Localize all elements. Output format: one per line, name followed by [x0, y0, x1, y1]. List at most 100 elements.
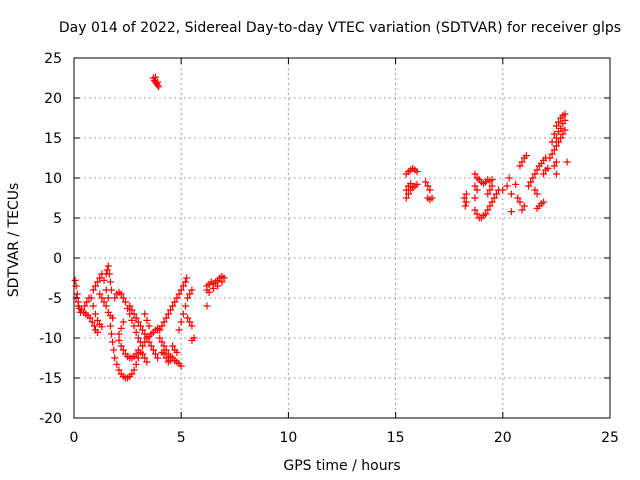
data-point [184, 314, 192, 322]
data-point [143, 334, 151, 342]
data-point [555, 118, 563, 126]
data-point [81, 302, 89, 310]
data-point [190, 334, 198, 342]
data-point [520, 202, 528, 210]
axis-ticks: 0 5 10 15 20 25 -20 -15 -10 -5 0 5 10 15 20 25 [39, 51, 619, 446]
data-points [71, 73, 571, 382]
data-point [90, 322, 98, 330]
x-tick-label: 15 [387, 430, 405, 446]
data-point [175, 326, 183, 334]
data-point [552, 142, 560, 150]
data-point [121, 298, 129, 306]
data-point [552, 134, 560, 142]
data-point [113, 360, 121, 368]
y-tick-label: -5 [48, 291, 62, 307]
data-point [106, 278, 114, 286]
data-point [106, 322, 114, 330]
data-point [546, 154, 554, 162]
data-point [559, 130, 567, 138]
data-point [89, 302, 97, 310]
data-point [96, 274, 104, 282]
y-tick-label: 25 [44, 51, 62, 67]
data-point [143, 358, 151, 366]
data-point [548, 138, 556, 146]
data-point [488, 198, 496, 206]
data-point [460, 194, 468, 202]
data-point [503, 182, 511, 190]
data-point [177, 286, 185, 294]
data-point [490, 194, 498, 202]
data-point [183, 274, 191, 282]
data-point [181, 278, 189, 286]
data-point [117, 324, 125, 332]
data-point [484, 206, 492, 214]
data-point [115, 336, 123, 344]
chart-title: Day 014 of 2022, Sidereal Day-to-day VTE… [59, 20, 621, 36]
data-point [550, 162, 558, 170]
data-point [102, 302, 110, 310]
data-point [529, 174, 537, 182]
data-point [130, 322, 138, 330]
y-axis-label: SDTVAR / TECUs [6, 183, 22, 298]
data-point [552, 158, 560, 166]
data-point [486, 202, 494, 210]
data-point [514, 194, 522, 202]
data-point [74, 302, 82, 310]
data-point [71, 276, 79, 284]
data-point [119, 294, 127, 302]
data-point [522, 152, 530, 160]
data-point [422, 178, 430, 186]
data-point [115, 330, 123, 338]
data-point [531, 186, 539, 194]
data-point [130, 310, 138, 318]
data-point [413, 168, 421, 176]
x-tick-label: 20 [494, 430, 512, 446]
data-point [184, 294, 192, 302]
data-point [83, 298, 91, 306]
data-point [91, 282, 99, 290]
y-tick-label: 10 [44, 171, 62, 187]
data-point [139, 326, 147, 334]
data-point [98, 294, 106, 302]
data-point [218, 278, 226, 286]
data-point [141, 330, 149, 338]
data-point [119, 346, 127, 354]
data-point [108, 330, 116, 338]
data-point [533, 190, 541, 198]
data-point [188, 322, 196, 330]
data-point [540, 198, 548, 206]
data-point [179, 310, 187, 318]
data-point [134, 334, 142, 342]
data-point [132, 328, 140, 336]
data-point [186, 318, 194, 326]
data-point [141, 354, 149, 362]
data-point [550, 130, 558, 138]
data-point [126, 302, 134, 310]
data-point [160, 318, 168, 326]
data-point [86, 314, 94, 322]
data-point [177, 318, 185, 326]
y-tick-label: 20 [44, 91, 62, 107]
data-point [492, 190, 500, 198]
data-point [173, 348, 181, 356]
data-point [87, 294, 95, 302]
data-point [473, 210, 481, 218]
data-point [130, 366, 138, 374]
data-point [132, 360, 140, 368]
data-point [119, 318, 127, 326]
data-point [527, 178, 535, 186]
data-point [128, 306, 136, 314]
data-point [171, 298, 179, 306]
data-point [115, 366, 123, 374]
x-tick-label: 5 [177, 430, 186, 446]
data-point [557, 124, 565, 132]
data-point [544, 164, 552, 172]
data-point [220, 274, 228, 282]
data-point [426, 186, 434, 194]
data-point [117, 342, 125, 350]
data-point [484, 190, 492, 198]
data-point [151, 350, 159, 358]
data-point [134, 346, 142, 354]
data-point [428, 194, 436, 202]
